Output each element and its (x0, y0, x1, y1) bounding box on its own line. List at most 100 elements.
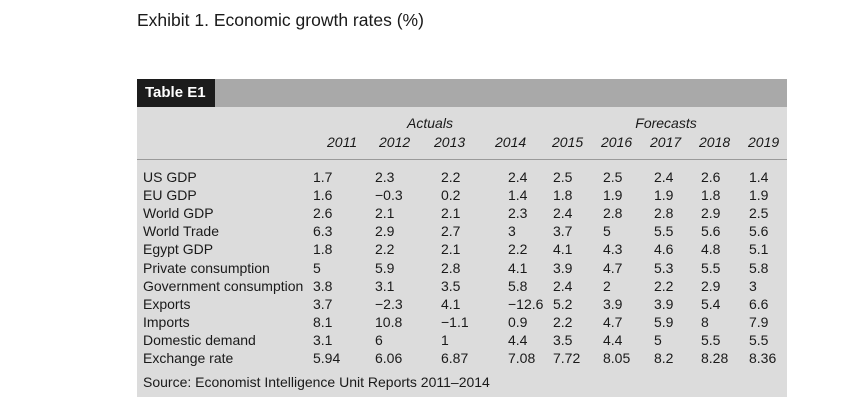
table-cell: 1.8 (701, 187, 721, 204)
table-cell: 2.6 (313, 205, 333, 222)
table-cell: −12.6 (508, 295, 544, 312)
table-row: Imports 8.1 10.8 −1.1 0.9 2.2 4.7 5.9 8 7.9 (137, 313, 787, 331)
table-cell: 2.4 (654, 169, 674, 185)
table-cell: 5.9 (375, 259, 395, 276)
table-cell: 8.36 (749, 350, 777, 366)
table-cell: 3.9 (654, 295, 674, 312)
table-cell: 4.6 (654, 241, 674, 258)
table-cell: 2.2 (553, 313, 573, 330)
table-cell: 3 (508, 223, 516, 240)
table-cell: 5.94 (313, 350, 341, 366)
table-cell: 3.5 (553, 331, 573, 348)
row-label: Exchange rate (143, 350, 234, 366)
table-cell: 1.6 (313, 187, 333, 204)
table-cell: 6.6 (749, 295, 769, 312)
table-cell: 2.4 (553, 277, 573, 294)
table-cell: 1.8 (313, 241, 333, 258)
table-cell: 5.5 (749, 331, 769, 348)
table-cell: 5.8 (508, 277, 528, 294)
table-cell: 1 (441, 331, 449, 348)
table-cell: 7.08 (508, 350, 536, 366)
table-cell: 10.8 (375, 313, 403, 330)
year-header: 2013 (434, 134, 466, 150)
year-header: 2018 (699, 134, 731, 150)
table-cell: 5.5 (654, 223, 674, 240)
table-cell: 4.1 (553, 241, 573, 258)
header-divider (137, 159, 787, 160)
table-cell: 4.8 (701, 241, 721, 258)
row-label: EU GDP (143, 187, 197, 204)
table-row: Private consumption 5 5.9 2.8 4.1 3.9 4.7 5.3 5.… (137, 259, 787, 277)
table-cell: 6.06 (375, 350, 403, 366)
table-cell: 5 (603, 223, 611, 240)
table-cell: −2.3 (375, 295, 403, 312)
table-cell: 4.1 (508, 259, 528, 276)
table-cell: 3.9 (553, 259, 573, 276)
table-cell: 2.9 (375, 223, 395, 240)
table-cell: 3.7 (553, 223, 573, 240)
group-label-forecasts: Forecasts (635, 115, 697, 131)
table-cell: 3.9 (603, 295, 623, 312)
table-cell: 5.6 (701, 223, 721, 240)
table-cell: 3.5 (441, 277, 461, 294)
table-cell: 3.1 (313, 331, 333, 348)
table-cell: 2.6 (701, 169, 721, 185)
table-cell: 8 (701, 313, 709, 330)
table-panel: Table E1 Actuals Forecasts 2011 2012 201… (137, 79, 787, 397)
table-cell: 0.2 (441, 187, 461, 204)
table-cell: 5.8 (749, 259, 769, 276)
table-cell: −1.1 (441, 313, 469, 330)
row-label: Government consumption (143, 277, 304, 294)
table-cell: 2.7 (441, 223, 461, 240)
table-cell: 1.9 (749, 187, 769, 204)
table-cell: 4.4 (603, 331, 623, 348)
table-row: World GDP 2.6 2.1 2.1 2.3 2.4 2.8 2.8 2.9 2.5 (137, 204, 787, 222)
table-cell: 5.9 (654, 313, 674, 330)
table-cell: 5 (654, 331, 662, 348)
table-cell: 3.7 (313, 295, 333, 312)
table-row: Domestic demand 3.1 6 1 4.4 3.5 4.4 5 5.5 5.5 (137, 331, 787, 349)
table-row: Exchange rate 5.94 6.06 6.87 7.08 7.72 8.05 8.2… (137, 349, 787, 367)
table-cell: 5.5 (701, 259, 721, 276)
source-note: Source: Economist Intelligence Unit Repo… (143, 374, 490, 390)
year-header: 2011 (327, 134, 358, 150)
table-cell: 5.3 (654, 259, 674, 276)
table-cell: 2.3 (508, 205, 528, 222)
table-row: Government consumption 3.8 3.1 3.5 5.8 2.4 2 2.… (137, 277, 787, 295)
year-header: 2016 (601, 134, 633, 150)
table-cell: 2.9 (701, 205, 721, 222)
table-row: Egypt GDP 1.8 2.2 2.1 2.2 4.1 4.3 4.6 4.8 5.1 (137, 240, 787, 258)
table-cell: 3 (749, 277, 757, 294)
row-label: World Trade (143, 223, 219, 240)
table-cell: −0.3 (375, 187, 403, 204)
table-cell: 5.5 (701, 331, 721, 348)
table-cell: 2.1 (441, 205, 461, 222)
table-cell: 2.2 (441, 169, 461, 185)
table-cell: 1.9 (603, 187, 623, 204)
year-header: 2019 (748, 134, 780, 150)
row-label: World GDP (143, 205, 214, 222)
table-cell: 3.8 (313, 277, 333, 294)
table-cell: 2 (603, 277, 611, 294)
table-cell: 5.6 (749, 223, 769, 240)
table-cell: 4.7 (603, 313, 623, 330)
table-row: US GDP 1.7 2.3 2.2 2.4 2.5 2.5 2.4 2.6 1.4 (137, 168, 787, 186)
table-cell: 2.3 (375, 169, 395, 185)
table-cell: 0.9 (508, 313, 528, 330)
row-label: Private consumption (143, 259, 270, 276)
table-title: Table E1 (137, 79, 215, 107)
row-label: Egypt GDP (143, 241, 214, 258)
table-cell: 8.2 (654, 350, 674, 366)
table-cell: 4.7 (603, 259, 623, 276)
table-cell: 2.2 (375, 241, 395, 258)
table-row: Exports 3.7 −2.3 4.1 −12.6 5.2 3.9 3.9 5.4 6.6 (137, 295, 787, 313)
row-label: Imports (143, 313, 190, 330)
table-cell: 5 (313, 259, 321, 276)
table-cell: 4.3 (603, 241, 623, 258)
group-label-actuals: Actuals (407, 115, 453, 131)
table-title-strip: Table E1 (137, 79, 787, 107)
row-label: Exports (143, 295, 191, 312)
year-header: 2012 (379, 134, 411, 150)
table-cell: 5.2 (553, 295, 573, 312)
table-cell: 1.4 (749, 169, 769, 185)
